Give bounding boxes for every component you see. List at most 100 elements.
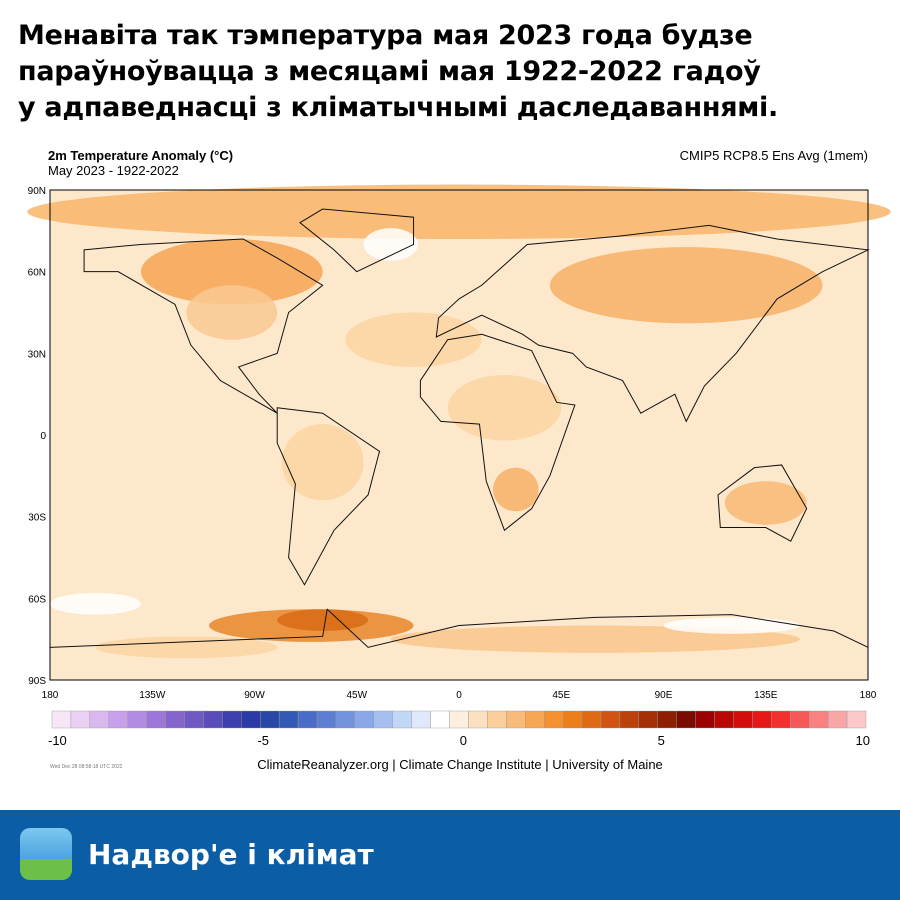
lon-label: 45E <box>552 690 570 701</box>
anomaly-region <box>277 609 369 631</box>
colorbar-swatch <box>506 710 526 729</box>
colorbar-tick: -5 <box>257 733 270 748</box>
colorbar-swatch <box>695 710 715 729</box>
map-title: 2m Temperature Anomaly (°C) <box>48 148 233 163</box>
headline-line: параўноўвацца з месяцамі мая 1922-2022 г… <box>18 56 761 87</box>
colorbar-swatch <box>676 710 696 729</box>
anomaly-region <box>363 228 419 261</box>
app-icon <box>20 828 72 880</box>
map-plot <box>27 184 891 681</box>
colorbar-swatch <box>260 710 280 729</box>
colorbar-swatch <box>127 710 147 729</box>
colorbar-tick: 10 <box>855 733 870 748</box>
colorbar-swatch <box>846 710 867 729</box>
colorbar-swatch <box>430 710 450 729</box>
anomaly-region <box>724 481 807 525</box>
colorbar-tick: -10 <box>48 733 67 748</box>
colorbar-swatch <box>108 710 128 729</box>
anomaly-region <box>549 247 823 324</box>
colorbar-swatch <box>297 710 318 729</box>
colorbar-swatch <box>335 710 356 729</box>
colorbar-swatch <box>638 710 658 729</box>
anomaly-region <box>27 184 891 239</box>
continent-outline <box>419 333 576 532</box>
colorbar-swatch <box>562 710 583 729</box>
lon-label: 135E <box>754 690 778 701</box>
colorbar-swatch <box>354 710 375 729</box>
colorbar-swatch <box>752 710 772 729</box>
colorbar-swatch <box>51 710 72 729</box>
colorbar-swatch <box>468 710 488 729</box>
continent-outline <box>299 208 415 273</box>
colorbar-swatch <box>449 710 469 729</box>
model-label: CMIP5 RCP8.5 Ens Avg (1mem) <box>680 148 868 163</box>
colorbar-swatch <box>809 710 829 729</box>
colorbar-swatch <box>657 710 677 729</box>
lat-label: 60N <box>28 268 46 279</box>
colorbar-swatch <box>165 710 185 729</box>
continent-outline <box>83 238 324 414</box>
colorbar <box>51 710 867 729</box>
map-subtitle: May 2023 - 1922-2022 <box>48 163 179 178</box>
colorbar-swatch <box>790 710 810 729</box>
colorbar-swatch <box>146 710 166 729</box>
map-figure: 2m Temperature Anomaly (°C) May 2023 - 1… <box>27 148 891 772</box>
anomaly-region <box>50 592 141 615</box>
colorbar-swatch <box>411 710 431 729</box>
colorbar-swatch <box>316 710 337 729</box>
colorbar-swatch <box>241 710 261 729</box>
colorbar-swatch <box>771 710 791 729</box>
colorbar-swatch <box>714 710 734 729</box>
colorbar-swatch <box>827 710 848 729</box>
lat-label: 90S <box>28 676 46 687</box>
colorbar-swatch <box>373 710 393 729</box>
anomaly-region <box>447 375 562 441</box>
colorbar-swatch <box>278 710 299 729</box>
colorbar-swatch <box>222 710 242 729</box>
anomaly-region <box>186 285 278 340</box>
footer: Надвор'е і клімат <box>0 810 900 900</box>
colorbar-swatch <box>203 710 223 729</box>
lat-label: 30N <box>28 349 46 360</box>
colorbar-swatch <box>487 710 507 729</box>
continent-outline <box>435 224 870 423</box>
colorbar-swatch <box>525 710 545 729</box>
headline-line: Менавіта так тэмпература мая 2023 года б… <box>18 20 753 51</box>
lon-label: 180 <box>860 690 877 701</box>
anomaly-region <box>95 636 278 659</box>
anomaly-region <box>281 424 364 501</box>
colorbar-swatch <box>184 710 204 729</box>
lon-label: 180 <box>42 690 59 701</box>
anomaly-region <box>493 467 539 512</box>
lat-label: 30S <box>28 513 46 524</box>
lon-label: 90W <box>244 690 265 701</box>
lon-label: 135W <box>139 690 166 701</box>
brand: Надвор'е і клімат <box>88 838 374 871</box>
timestamp: Wed Dec 28 08:58:18 UTC 2022 <box>50 764 123 770</box>
lat-label: 90N <box>28 186 46 197</box>
lon-label: 45W <box>346 690 367 701</box>
map-frame <box>49 189 869 681</box>
lon-label: 90E <box>655 690 673 701</box>
lat-label: 60S <box>28 594 46 605</box>
colorbar-swatch <box>543 710 564 729</box>
continent-outline <box>717 464 808 542</box>
colorbar-tick: 0 <box>459 733 467 748</box>
anomaly-region <box>663 617 800 634</box>
colorbar-swatch <box>600 710 621 729</box>
colorbar-swatch <box>733 710 753 729</box>
colorbar-swatch <box>89 710 109 729</box>
lon-label: 0 <box>456 690 462 701</box>
anomaly-region <box>345 312 482 367</box>
colorbar-swatch <box>392 710 412 729</box>
anomaly-region <box>140 238 323 305</box>
colorbar-ticks: -10 -5 0 5 10 <box>48 733 870 748</box>
headline: Менавіта так тэмпература мая 2023 года б… <box>18 18 778 126</box>
lat-label: 0 <box>40 431 46 442</box>
colorbar-swatch <box>619 710 640 729</box>
headline-line: у адпаведнасці з кліматычнымі даследаван… <box>18 92 778 123</box>
credit: ClimateReanalyzer.org | Climate Change I… <box>257 757 663 772</box>
colorbar-swatch <box>70 710 91 729</box>
colorbar-tick: 5 <box>657 733 665 748</box>
